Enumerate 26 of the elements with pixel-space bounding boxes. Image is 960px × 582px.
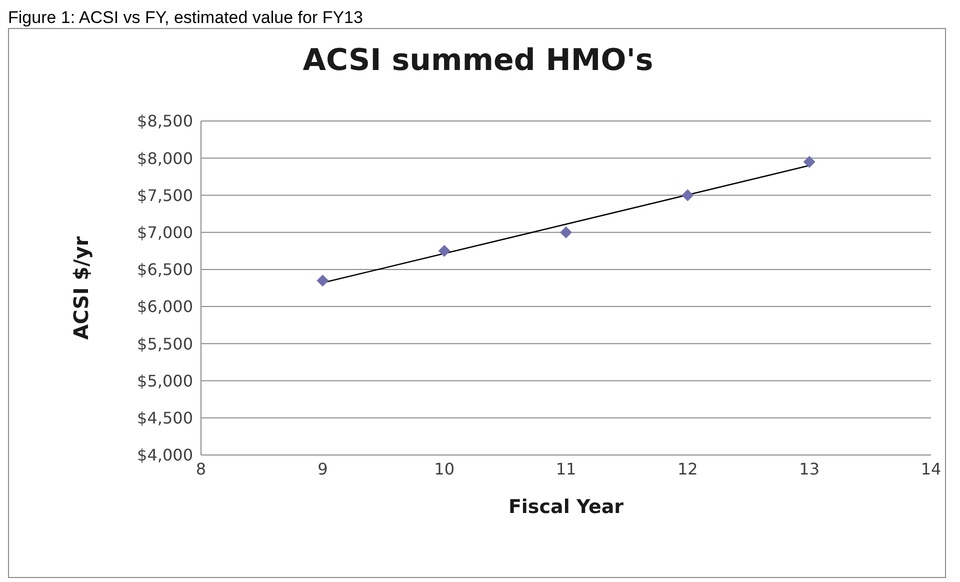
- point: [560, 226, 572, 238]
- x-tick-label: 10: [434, 459, 455, 478]
- y-tick-label: $4,000: [137, 446, 193, 465]
- x-axis-title: Fiscal Year: [508, 496, 624, 518]
- y-tick-label: $6,500: [137, 260, 193, 280]
- point: [682, 189, 694, 202]
- caption: Figure 1: ACSI vs FY, estimated value for FY13: [8, 8, 364, 28]
- x-tick-label: 11: [556, 459, 576, 478]
- x-tick-label: 12: [677, 459, 698, 478]
- y-tick-label: $7,500: [137, 186, 193, 205]
- point: [316, 274, 329, 287]
- y-tick-label: $7,000: [137, 223, 193, 242]
- x-tick-label: 9: [318, 459, 328, 478]
- point: [803, 156, 816, 168]
- y-tick-label: $5,000: [137, 371, 193, 390]
- y-tick-label: $6,000: [137, 297, 193, 316]
- x-tick-label: 14: [920, 459, 942, 478]
- point: [438, 244, 450, 257]
- x-tick-label: 13: [799, 459, 820, 478]
- y-axis-title: ACSI $/yr: [69, 236, 94, 340]
- y-tick-label: $5,500: [137, 334, 193, 354]
- y-tick-label: $8,000: [137, 148, 193, 168]
- y-tick-label: $4,500: [137, 408, 193, 428]
- y-tick-label: $8,500: [137, 112, 193, 131]
- x-tick-label: 8: [196, 459, 206, 478]
- chart-title: ACSI summed HMO's: [302, 43, 654, 78]
